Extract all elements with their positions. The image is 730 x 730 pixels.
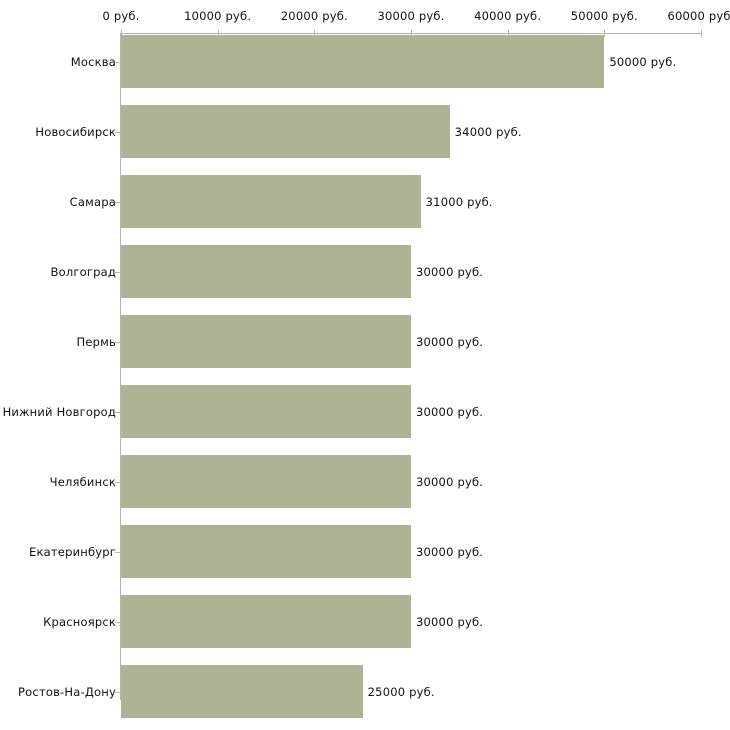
y-axis-tick [115,552,120,553]
y-axis-line [120,33,121,700]
y-axis-tick [115,412,120,413]
bar-value-label: 30000 руб. [416,614,484,629]
bar[interactable] [121,455,411,508]
x-axis-tick [701,30,702,37]
category-label: Москва [70,54,116,69]
bar[interactable] [121,665,363,718]
y-axis-tick [115,272,120,273]
bar[interactable] [121,385,411,438]
y-axis-tick [115,622,120,623]
x-axis-tick-label: 0 руб. [102,9,140,23]
bar-value-label: 30000 руб. [416,334,484,349]
bar-value-label: 30000 руб. [416,404,484,419]
x-axis-tick-label: 30000 руб. [377,9,445,23]
bar-value-label: 25000 руб. [367,684,435,699]
x-axis-tick [507,30,509,37]
category-label: Волгоград [50,264,116,279]
x-axis-tick-label: 60000 руб. [667,9,730,23]
bar[interactable] [121,315,411,368]
bar[interactable] [121,175,421,228]
y-axis-tick [115,482,120,483]
bar[interactable] [121,525,411,578]
bar[interactable] [121,35,605,88]
y-axis-tick [115,202,120,203]
bar-value-label: 50000 руб. [609,54,677,69]
bar[interactable] [121,595,411,648]
bar-value-label: 30000 руб. [416,474,484,489]
category-label: Новосибирск [35,124,116,139]
x-axis-tick-label: 10000 руб. [184,9,252,23]
category-label: Ростов-На-Дону [18,684,116,699]
x-axis-tick [411,30,412,37]
x-axis-tick-label: 50000 руб. [570,9,638,23]
bar-value-label: 31000 руб. [425,194,493,209]
x-axis-tick [121,30,122,37]
y-axis-tick [115,692,120,693]
y-axis-tick [115,62,120,63]
bar-value-label: 30000 руб. [416,264,484,279]
category-label: Челябинск [49,474,116,489]
bar-value-label: 30000 руб. [416,544,484,559]
y-axis-tick [115,342,120,343]
x-axis-tick [604,30,606,37]
category-label: Красноярск [43,614,116,629]
category-label: Нижний Новгород [2,404,116,419]
bar[interactable] [121,245,411,298]
category-label: Екатеринбург [29,544,116,559]
bar-value-label: 34000 руб. [454,124,522,139]
bar[interactable] [121,105,450,158]
x-axis-tick-label: 20000 руб. [280,9,348,23]
x-axis-tick [314,30,316,37]
x-axis-tick-label: 40000 руб. [474,9,542,23]
x-axis-tick [217,30,219,37]
y-axis-tick [115,132,120,133]
category-label: Самара [69,194,116,209]
category-label: Пермь [76,334,116,349]
